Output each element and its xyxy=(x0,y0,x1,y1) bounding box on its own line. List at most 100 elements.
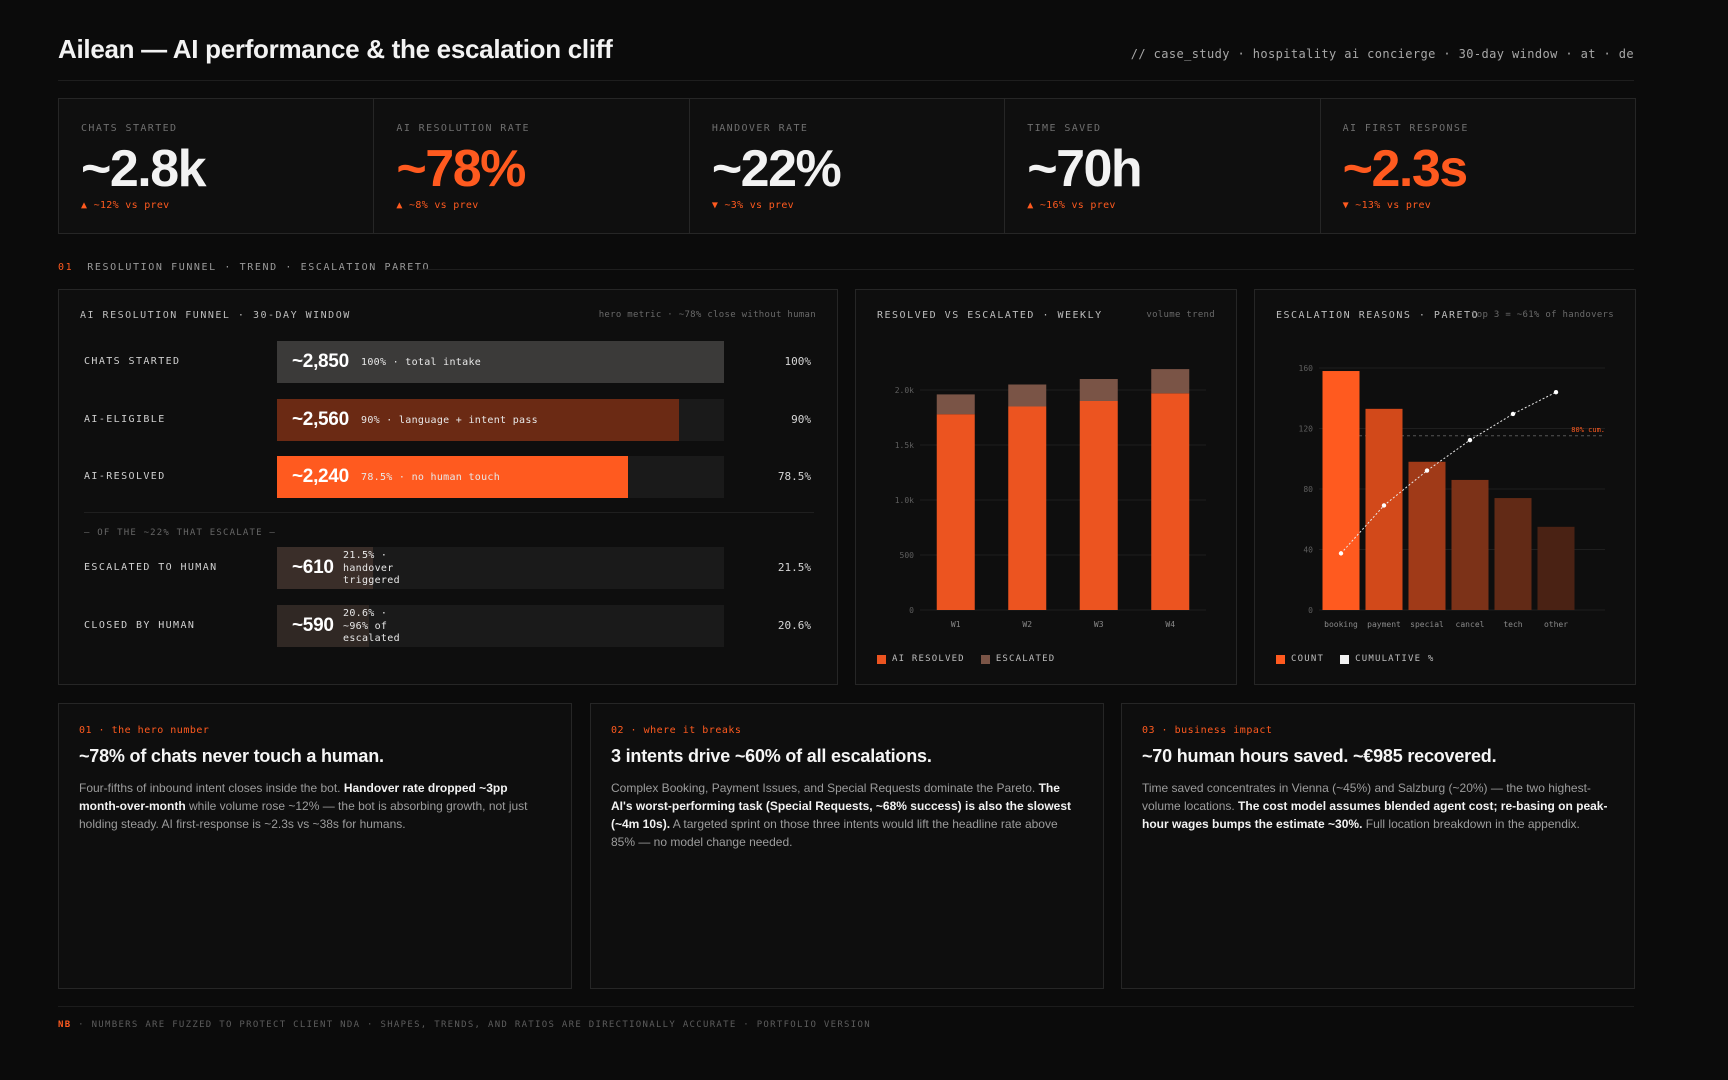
y-tick-label: 160 xyxy=(1299,364,1314,373)
kpi-delta: ▼ ~13% vs prev xyxy=(1342,200,1432,211)
y-tick-label: 2.0k xyxy=(895,386,914,395)
kpi-ai-first-response: AI FIRST RESPONSE ~2.3s ▼ ~13% vs prev xyxy=(1321,99,1635,233)
weekly-chart: 0 500 1.0k 1.5k 2.0k W1 W2 W3 W4 xyxy=(895,369,1206,629)
section-number: 01 xyxy=(58,262,74,273)
legend-swatch xyxy=(980,654,990,664)
funnel-track: ~590 20.6% · ~96% of escalated xyxy=(277,605,724,647)
footer-text: · NUMBERS ARE FUZZED TO PROTECT CLIENT N… xyxy=(71,1020,871,1030)
cumulative-point xyxy=(1381,503,1387,508)
legend-swatch xyxy=(1276,654,1285,664)
insight-card-hero-number: 01 · the hero number ~78% of chats never… xyxy=(58,703,572,989)
funnel-title: AI RESOLUTION FUNNEL · 30-DAY WINDOW xyxy=(80,310,351,321)
bar-other xyxy=(1537,526,1575,610)
funnel-row-closed-by-human: CLOSED BY HUMAN ~590 20.6% · ~96% of esc… xyxy=(59,605,837,647)
y-tick-label: 1.0k xyxy=(895,496,914,505)
funnel-bar xyxy=(277,341,724,383)
funnel-bar xyxy=(277,456,628,498)
funnel-track: ~610 21.5% · handover triggered xyxy=(277,547,724,589)
section-heading: 01 RESOLUTION FUNNEL · TREND · ESCALATION… xyxy=(58,262,1634,276)
header: Ailean — AI performance & the escalation… xyxy=(58,34,1634,81)
kpi-label: CHATS STARTED xyxy=(81,123,178,134)
bar-cancel xyxy=(1451,479,1489,610)
footer-nb: NB xyxy=(58,1020,72,1030)
funnel-row-desc: 90% · language + intent pass xyxy=(361,415,538,426)
bar-ai-resolved xyxy=(1008,406,1047,610)
card-body: Complex Booking, Payment Issues, and Spe… xyxy=(611,779,1081,851)
kpi-ai-resolution-rate: AI RESOLUTION RATE ~78% ▲ ~8% vs prev xyxy=(374,99,690,233)
footer-note: NB · NUMBERS ARE FUZZED TO PROTECT CLIEN… xyxy=(58,1006,1634,1030)
card-body-text: Full location breakdown in the appendix. xyxy=(1362,817,1580,831)
funnel-row-ai-eligible: AI-ELIGIBLE ~2,560 90% · language + inte… xyxy=(59,399,837,441)
card-kicker: 03 · business impact xyxy=(1142,725,1273,736)
card-body: Four-fifths of inbound intent closes ins… xyxy=(79,779,549,833)
card-body-text: A targeted sprint on those three intents… xyxy=(611,817,1058,849)
bar-escalated xyxy=(1151,369,1190,394)
kpi-label: AI FIRST RESPONSE xyxy=(1342,123,1469,134)
y-tick-label: 120 xyxy=(1299,425,1314,434)
kpi-value: ~70h xyxy=(1027,140,1142,198)
weekly-chart-title: RESOLVED VS ESCALATED · WEEKLY xyxy=(877,310,1103,321)
y-tick-label: 500 xyxy=(900,551,915,560)
bar-escalated xyxy=(936,394,975,415)
legend-label: AI RESOLVED xyxy=(892,654,965,664)
funnel-row-count: ~2,240 xyxy=(292,466,349,487)
kpi-strip: CHATS STARTED ~2.8k ▲ ~12% vs prev AI RE… xyxy=(58,98,1636,234)
bar-booking xyxy=(1322,371,1360,610)
pareto-chart-note: top 3 = ~61% of handovers xyxy=(1471,310,1614,320)
bar-ai-resolved xyxy=(936,414,975,610)
bar-ai-resolved xyxy=(1079,401,1118,610)
card-body-emphasis: The cost model assumes blended agent cos… xyxy=(1142,799,1608,831)
legend-label: CUMULATIVE % xyxy=(1355,654,1435,664)
legend-ai-resolved: AI RESOLVED xyxy=(877,654,965,664)
kpi-chats-started: CHATS STARTED ~2.8k ▲ ~12% vs prev xyxy=(59,99,375,233)
funnel-track: ~2,850 100% · total intake xyxy=(277,341,724,383)
bar-special xyxy=(1408,461,1446,610)
x-tick-label: W3 xyxy=(1094,620,1104,629)
card-body: Time saved concentrates in Vienna (~45%)… xyxy=(1142,779,1612,833)
legend-label: COUNT xyxy=(1291,654,1325,664)
cumulative-point xyxy=(1338,551,1344,556)
funnel-row-count: ~590 xyxy=(292,615,334,636)
y-tick-label: 80 xyxy=(1303,485,1313,494)
card-body-emphasis: The AI's worst-performing task (Special … xyxy=(611,781,1072,831)
funnel-row-pct: 20.6% xyxy=(777,619,811,632)
funnel-row-desc: 21.5% · handover triggered xyxy=(343,550,400,586)
funnel-escalate-label: — OF THE ~22% THAT ESCALATE — xyxy=(84,528,276,538)
card-headline: ~70 human hours saved. ~€985 recovered. xyxy=(1142,746,1497,766)
funnel-bar xyxy=(277,605,370,647)
weekly-chart-note: volume trend xyxy=(1146,310,1215,320)
funnel-row-count: ~610 xyxy=(292,557,334,578)
funnel-row-count: ~2,850 xyxy=(292,351,349,372)
funnel-bar xyxy=(277,399,680,441)
legend-swatch xyxy=(877,654,886,664)
card-body-text: Four-fifths of inbound intent closes ins… xyxy=(79,781,344,795)
cumulative-point xyxy=(1467,437,1473,443)
insight-card-business-impact: 03 · business impact ~70 human hours sav… xyxy=(1121,703,1635,989)
weekly-legend: AI RESOLVED ESCALATED xyxy=(877,654,1055,664)
funnel-bar xyxy=(277,547,374,589)
funnel-divider xyxy=(84,512,814,513)
kpi-value: ~78% xyxy=(396,140,526,198)
card-body-emphasis: Handover rate dropped ~3pp month-over-mo… xyxy=(79,781,508,813)
funnel-row-ai-resolved: AI-RESOLVED ~2,240 78.5% · no human touc… xyxy=(59,456,837,498)
kpi-label: TIME SAVED xyxy=(1027,123,1102,134)
y-tick-label: 0 xyxy=(1308,606,1313,615)
insight-card-where-it-breaks: 02 · where it breaks 3 intents drive ~60… xyxy=(590,703,1104,989)
card-kicker: 01 · the hero number xyxy=(79,725,210,736)
pareto-chart: 0 40 80 120 160 80% cum. booking payment special… xyxy=(1299,364,1605,629)
card-body-text: Complex Booking, Payment Issues, and Spe… xyxy=(611,781,1039,795)
kpi-delta: ▲ ~16% vs prev xyxy=(1027,200,1116,211)
kpi-delta: ▲ ~12% vs prev xyxy=(81,200,170,211)
card-headline: ~78% of chats never touch a human. xyxy=(79,746,384,766)
cumulative-point xyxy=(1553,390,1559,395)
page-title: Ailean — AI performance & the escalation… xyxy=(58,34,613,64)
funnel-row-pct: 90% xyxy=(791,413,811,426)
funnel-panel: AI RESOLUTION FUNNEL · 30-DAY WINDOW her… xyxy=(58,289,838,685)
cumulative-point xyxy=(1510,411,1516,417)
bar-payment xyxy=(1365,408,1403,610)
funnel-track: ~2,240 78.5% · no human touch xyxy=(277,456,724,498)
x-tick-label: other xyxy=(1544,620,1568,629)
kpi-delta: ▲ ~8% vs prev xyxy=(396,200,479,211)
funnel-row-desc: 20.6% · ~96% of escalated xyxy=(343,608,400,644)
x-tick-label: special xyxy=(1410,620,1444,629)
